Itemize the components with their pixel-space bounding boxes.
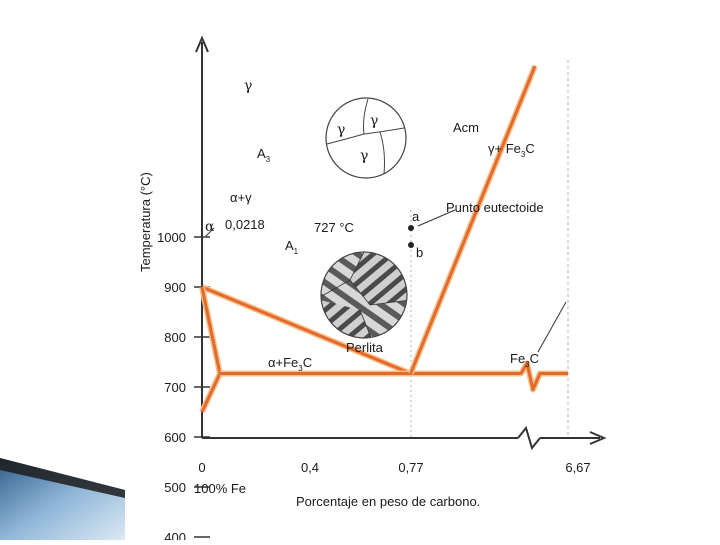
axes (195, 35, 607, 445)
label-acm: Acm (453, 120, 479, 135)
label-alpha: α (205, 219, 215, 235)
label-alpha-fe3c: α+Fe3C (268, 355, 312, 373)
y-axis-arrow (195, 35, 209, 53)
a3-line (201, 285, 412, 375)
y-tick-label: 900 (164, 280, 186, 295)
x-axis-title: Porcentaje en peso de carbono. (296, 494, 480, 509)
x-tick-label: 0 (198, 460, 205, 475)
point-a-marker (408, 225, 414, 231)
leader-eutectoid (417, 209, 456, 227)
point-b-marker (408, 242, 414, 248)
y-axis-title: Temperatura (°C) (138, 172, 153, 272)
label-point-a: a (412, 209, 420, 224)
label-composition: 0,0218 (225, 217, 265, 232)
label-point-b: b (416, 245, 423, 260)
y-tick-label: 500 (164, 480, 186, 495)
label-eutectoid-temp: 727 °C (314, 220, 354, 235)
x-tick-label: 0,4 (301, 460, 319, 475)
x-origin-label: 100% Fe (194, 481, 246, 496)
x-axis-arrow (589, 431, 607, 445)
leader-fe3c (537, 301, 567, 353)
label-a3: A3 (257, 146, 271, 164)
label-eutectoid-point: Punto eutectoide (446, 200, 544, 215)
grain-label-3: γ (360, 148, 368, 164)
y-tick-label: 1000 (157, 230, 186, 245)
x-ticks: 0 0,4 0,77 6,67 (198, 460, 590, 475)
y-tick-label: 400 (164, 530, 186, 540)
corner-decoration (0, 458, 125, 540)
label-fe3c: Fe3C (510, 351, 539, 369)
a1-line (219, 362, 568, 391)
grain-label-2: γ (370, 113, 378, 129)
pearlite-micrograph (320, 251, 408, 339)
grain-label-1: γ (337, 122, 345, 138)
y-ticks: 1000 900 800 700 600 500 400 (157, 230, 210, 545)
y-tick-label: 800 (164, 330, 186, 345)
label-gamma-fe3c: γ+ Fe3C (488, 141, 535, 159)
acm-line (409, 65, 537, 375)
phase-lines (199, 64, 568, 414)
label-alpha-gamma: α+γ (230, 190, 252, 205)
y-tick-label: 700 (164, 380, 186, 395)
x-tick-label: 6,67 (565, 460, 590, 475)
label-gamma-region: γ (244, 78, 252, 94)
label-perlita: Perlita (346, 340, 384, 355)
y-tick-label: 600 (164, 430, 186, 445)
x-tick-label: 0,77 (398, 460, 423, 475)
austenite-grain-circle: γ γ γ (325, 97, 407, 179)
label-a1: A1 (285, 238, 299, 256)
leader-alpha (205, 227, 215, 237)
x-axis-break (517, 425, 541, 451)
